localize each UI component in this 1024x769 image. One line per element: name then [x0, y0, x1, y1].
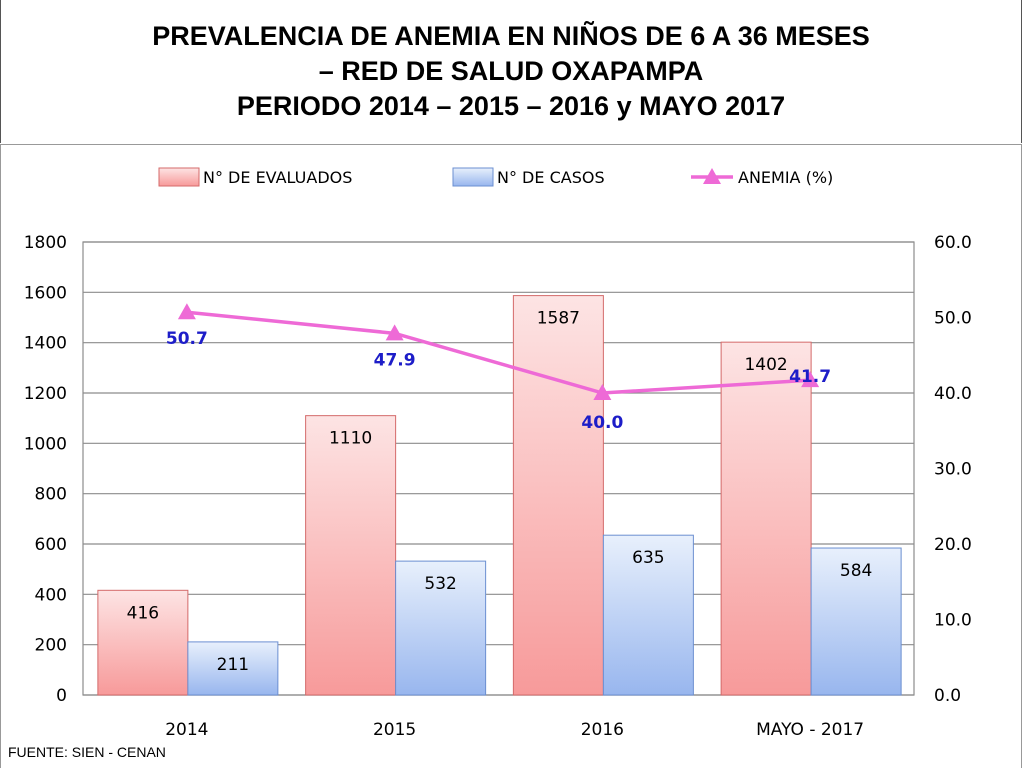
- bar-evaluados-label: 1110: [329, 429, 372, 449]
- y-left-tick-label: 400: [35, 585, 67, 605]
- chart-frame: N° DE EVALUADOS N° DE CASOS ANEMIA (%) 416…: [0, 144, 1022, 768]
- y-right-tick-label: 10.0: [934, 611, 972, 631]
- x-tick-label: 2016: [581, 720, 624, 740]
- anemia-marker: [385, 324, 404, 341]
- y-left-tick-label: 800: [35, 485, 67, 505]
- bar-casos: [810, 547, 902, 696]
- x-tick-label: 2014: [165, 720, 208, 740]
- y-right-tick-label: 40.0: [934, 384, 972, 404]
- y-left-tick-label: 600: [35, 535, 67, 555]
- legend-marker-anemia: [703, 168, 721, 184]
- y-right-tick-label: 50.0: [934, 309, 972, 329]
- anemia-line: [186, 310, 811, 395]
- bar-evaluados: [512, 295, 604, 696]
- anemia-marker: [801, 371, 820, 388]
- bar-casos: [602, 534, 694, 696]
- x-tick-label: 2015: [373, 720, 416, 740]
- axes: 0 200 400 600 800 1000 1200 1400 1600 1800 0.0 10.0…: [24, 233, 972, 740]
- anemia-marker: [593, 384, 612, 400]
- y-left-tick-label: 1600: [24, 283, 67, 303]
- bar-casos-label: 211: [217, 655, 249, 675]
- legend-swatch-casos: [452, 167, 494, 187]
- y-left-tick-label: 0: [56, 686, 67, 706]
- legend-label-casos: N° DE CASOS: [497, 168, 605, 187]
- y-right-tick-label: 0.0: [934, 686, 961, 706]
- bar-evaluados: [97, 589, 189, 696]
- anemia-marker: [177, 303, 196, 320]
- x-tick-label: MAYO - 2017: [756, 720, 864, 740]
- y-left-tick-label: 1400: [24, 334, 67, 354]
- bar-evaluados: [305, 415, 397, 696]
- y-left-tick-label: 1000: [24, 434, 67, 454]
- y-right-tick-label: 60.0: [934, 233, 972, 253]
- y-right-tick-label: 30.0: [934, 460, 972, 480]
- bar-casos: [187, 641, 279, 696]
- legend-swatch-evaluados: [158, 167, 200, 187]
- y-left-tick-label: 1800: [24, 233, 67, 253]
- anemia-series: 50.7 47.9 40.0 41.7: [166, 303, 831, 433]
- chart: N° DE EVALUADOS N° DE CASOS ANEMIA (%) 416…: [24, 167, 972, 740]
- bar-evaluados-label: 416: [127, 603, 159, 623]
- legend-label-evaluados: N° DE EVALUADOS: [203, 168, 352, 187]
- anemia-label: 50.7: [166, 329, 208, 349]
- bar-evaluados-label: 1587: [537, 309, 580, 329]
- y-left-tick-label: 1200: [24, 384, 67, 404]
- title-line-1: PREVALENCIA DE ANEMIA EN NIÑOS DE 6 A 36…: [152, 21, 870, 51]
- y-right-tick-label: 20.0: [934, 535, 972, 555]
- legend: N° DE EVALUADOS N° DE CASOS ANEMIA (%): [158, 167, 833, 187]
- bar-casos-label: 635: [632, 548, 664, 568]
- legend-label-anemia: ANEMIA (%): [738, 168, 833, 187]
- bar-evaluados-label: 1402: [744, 355, 787, 375]
- anemia-label: 41.7: [789, 367, 831, 387]
- bar-casos-label: 532: [424, 574, 456, 594]
- bar-casos-label: 584: [840, 561, 872, 581]
- bar-casos: [395, 560, 487, 696]
- title-line-3: PERIODO 2014 – 2015 – 2016 y MAYO 2017: [236, 91, 786, 121]
- bar-evaluados: [720, 341, 812, 696]
- source-note: FUENTE: SIEN - CENAN: [8, 744, 166, 760]
- anemia-label: 40.0: [581, 413, 623, 433]
- bars: 416 211 1110 532 1587 635 1402 584: [97, 295, 902, 696]
- y-left-tick-label: 200: [35, 636, 67, 656]
- anemia-label: 47.9: [374, 350, 416, 370]
- title-box: PREVALENCIA DE ANEMIA EN NIÑOS DE 6 A 36…: [0, 0, 1022, 143]
- title-line-2: – RED DE SALUD OXAPAMPA: [318, 56, 704, 86]
